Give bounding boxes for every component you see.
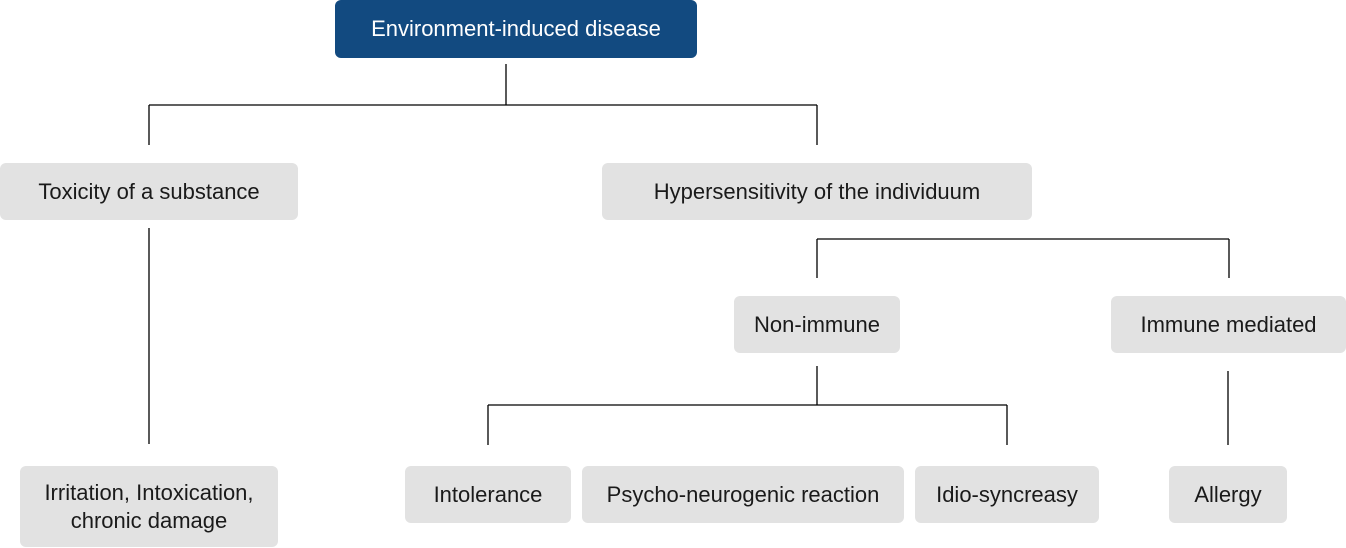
allergy-label: Allergy [1194, 481, 1262, 507]
root-label: Environment-induced disease [371, 16, 661, 41]
connector-non-immune-to-level4 [487, 366, 1008, 445]
allergy-node: Allergy [1169, 466, 1287, 523]
immune-mediated-label: Immune mediated [1140, 311, 1317, 337]
irritation-label: Irritation, Intoxication, chronic damage [44, 479, 254, 533]
hypersensitivity-node: Hypersensitivity of the individuum [602, 163, 1032, 220]
intolerance-node: Intolerance [405, 466, 571, 523]
psycho-neurogenic-label: Psycho-neurogenic reaction [606, 481, 880, 507]
hypersensitivity-label: Hypersensitivity of the individuum [653, 178, 981, 204]
intolerance-label: Intolerance [433, 481, 543, 507]
idio-syncreasy-node: Idio-syncreasy [915, 466, 1099, 523]
irritation-node: Irritation, Intoxication, chronic damage [20, 466, 278, 547]
connector-root-to-level1 [148, 64, 818, 145]
toxicity-label: Toxicity of a substance [38, 178, 260, 204]
psycho-neurogenic-node: Psycho-neurogenic reaction [582, 466, 904, 523]
toxicity-node: Toxicity of a substance [0, 163, 298, 220]
non-immune-node: Non-immune [734, 296, 900, 353]
idio-syncreasy-label: Idio-syncreasy [936, 481, 1078, 507]
root-node: Environment-induced disease [335, 0, 697, 58]
non-immune-label: Non-immune [754, 311, 880, 337]
connector-hypersensitivity-to-level3 [816, 238, 1230, 278]
immune-mediated-node: Immune mediated [1111, 296, 1346, 353]
